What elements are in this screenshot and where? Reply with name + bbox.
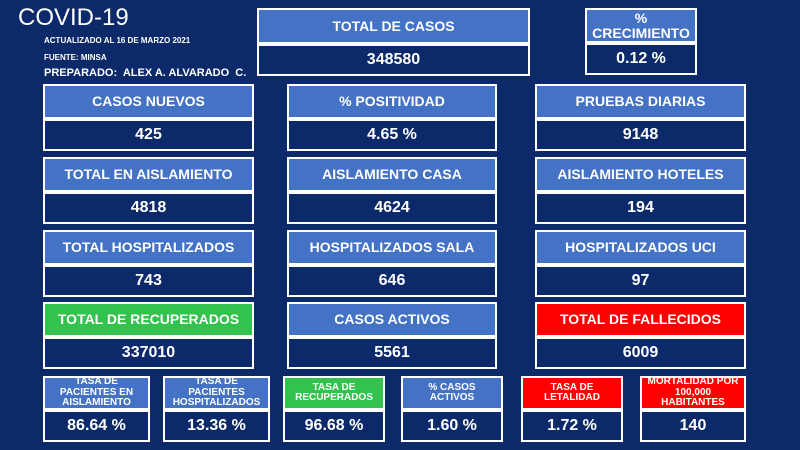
card-label: % CRECIMIENTO [585, 8, 697, 43]
card-label: TASA DE PACIENTES EN AISLAMIENTO [43, 376, 150, 410]
card-label: TOTAL EN AISLAMIENTO [43, 157, 254, 192]
title: COVID-19 [18, 4, 129, 31]
updated: ACTUALIZADO AL 16 DE MARZO 2021 [44, 36, 191, 45]
card-label: HOSPITALIZADOS SALA [287, 230, 497, 265]
card-label: TOTAL DE CASOS [257, 8, 530, 44]
card-label: TASA DE PACIENTES HOSPITALIZADOS [163, 376, 270, 410]
prepared: PREPARADO: ALEX A. ALVARADO C. [44, 67, 247, 79]
card-label: % CASOS ACTIVOS [401, 376, 503, 410]
card-label: % POSITIVIDAD [287, 84, 497, 119]
card-value: 1.60 % [401, 410, 503, 442]
card-value: 646 [287, 265, 497, 297]
card-value: 96.68 % [283, 410, 385, 442]
card-label: HOSPITALIZADOS UCI [535, 230, 746, 265]
card-value: 0.12 % [585, 43, 697, 75]
card-value: 86.64 % [43, 410, 150, 442]
card-value: 6009 [535, 337, 746, 369]
card-value: 425 [43, 119, 254, 151]
card-label: TASA DE LETALIDAD [521, 376, 623, 410]
card-label: MORTALIDAD POR 100,000 HABITANTES [640, 376, 746, 410]
card-value: 4.65 % [287, 119, 497, 151]
card-label: AISLAMIENTO HOTELES [535, 157, 746, 192]
source: FUENTE: MINSA [44, 53, 107, 62]
card-value: 194 [535, 192, 746, 224]
card-value: 97 [535, 265, 746, 297]
card-value: 4818 [43, 192, 254, 224]
card-label: AISLAMIENTO CASA [287, 157, 497, 192]
card-value: 348580 [257, 44, 530, 76]
card-value: 140 [640, 410, 746, 442]
card-label: CASOS ACTIVOS [287, 302, 497, 337]
card-label: TOTAL DE FALLECIDOS [535, 302, 746, 337]
card-value: 13.36 % [163, 410, 270, 442]
card-label: TASA DE RECUPERADOS [283, 376, 385, 410]
card-value: 5561 [287, 337, 497, 369]
card-value: 337010 [43, 337, 254, 369]
card-value: 9148 [535, 119, 746, 151]
card-label: TOTAL DE RECUPERADOS [43, 302, 254, 337]
card-label: TOTAL HOSPITALIZADOS [43, 230, 254, 265]
card-value: 1.72 % [521, 410, 623, 442]
card-value: 4624 [287, 192, 497, 224]
card-label: CASOS NUEVOS [43, 84, 254, 119]
card-value: 743 [43, 265, 254, 297]
card-label: PRUEBAS DIARIAS [535, 84, 746, 119]
